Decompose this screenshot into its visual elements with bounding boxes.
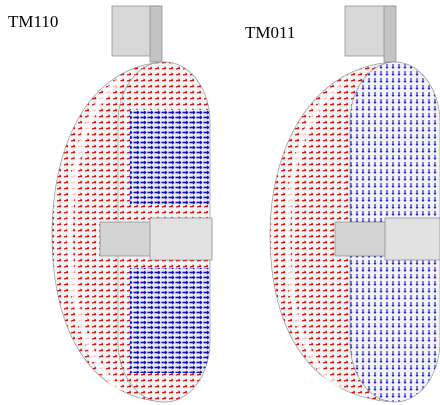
figure: TM110 TM011: [0, 0, 440, 405]
panel-label: TM011: [245, 23, 295, 42]
panel-label: TM110: [8, 12, 58, 31]
cavity-right: [270, 6, 440, 402]
cavity-left: [52, 6, 212, 402]
